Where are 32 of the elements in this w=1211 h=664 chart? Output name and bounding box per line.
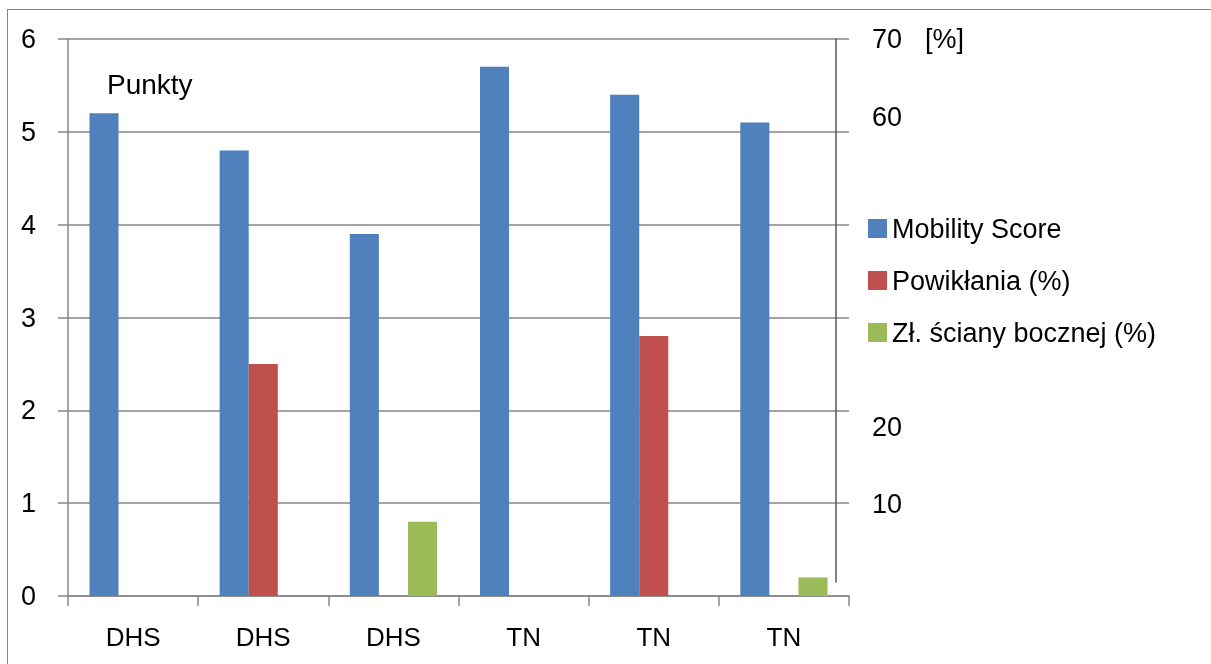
- y2-axis-title: [%]: [925, 24, 965, 54]
- bar: [248, 363, 278, 596]
- x-tick-label: DHS: [235, 622, 291, 652]
- legend-label: Zł. ściany bocznej (%): [892, 317, 1157, 348]
- y2-tick-label: 70: [872, 24, 903, 54]
- y-tick-label: 3: [20, 302, 36, 333]
- x-tick-label: DHS: [365, 622, 421, 652]
- x-tick-label: TN: [506, 622, 541, 652]
- bar: [407, 521, 438, 596]
- x-tick-label: TN: [766, 622, 802, 652]
- y-tick-label: 4: [20, 209, 36, 240]
- bar: [89, 113, 119, 596]
- y-tick-label: 2: [20, 395, 36, 426]
- legend-label: Powikłania (%): [892, 265, 1071, 296]
- bar: [479, 66, 510, 596]
- bar: [219, 150, 249, 596]
- y-tick-label: 6: [20, 24, 36, 54]
- y-tick-label: 5: [20, 116, 36, 147]
- y-axis-title: Punkty: [107, 68, 193, 100]
- bar: [639, 336, 669, 596]
- legend-label: Mobility Score: [892, 213, 1062, 244]
- y2-tick-label: 10: [872, 489, 903, 520]
- x-tick-label: DHS: [105, 622, 161, 652]
- y2-tick-label: 60: [872, 101, 903, 132]
- y-tick-label: 0: [20, 581, 36, 611]
- bar: [740, 122, 770, 596]
- y-tick-label: 1: [20, 488, 36, 519]
- bar: [610, 94, 640, 596]
- bar: [798, 577, 828, 596]
- x-tick-label: TN: [636, 622, 672, 652]
- bar: [349, 233, 379, 596]
- y2-tick-label: 20: [872, 411, 903, 442]
